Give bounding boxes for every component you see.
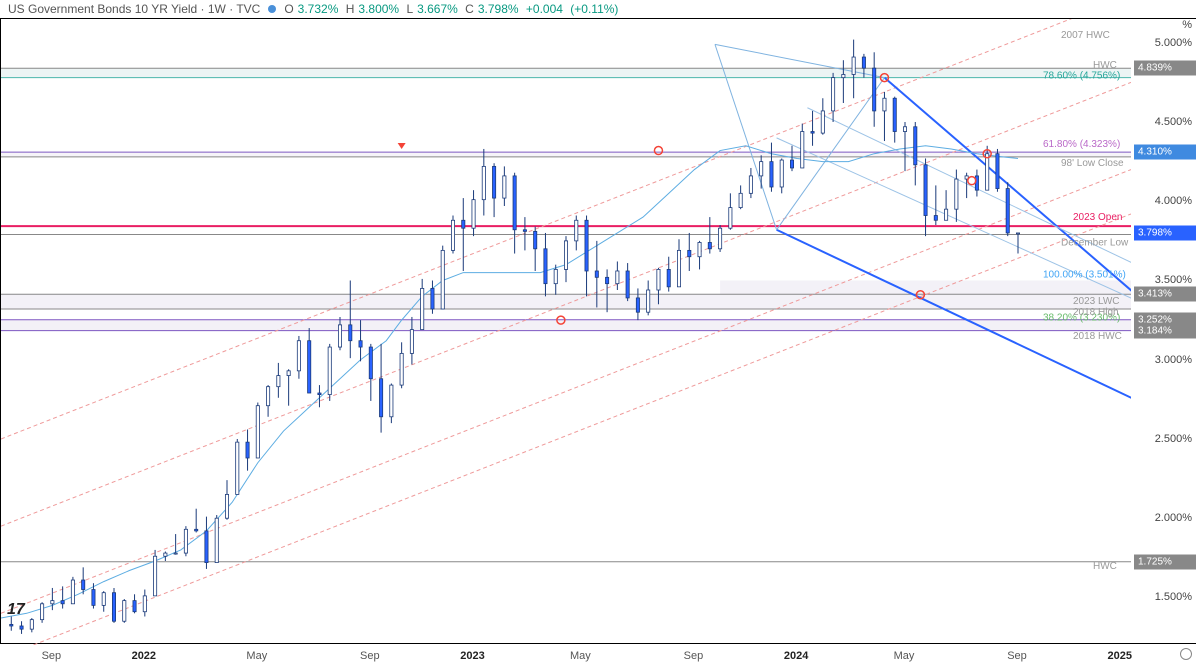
y-tick-label: 4.000% [1155, 195, 1192, 207]
price-tag: 4.310% [1134, 145, 1196, 160]
tradingview-logo-icon[interactable]: 17 [7, 601, 25, 619]
close-value: 3.798% [478, 2, 519, 16]
svg-text:61.80% (4.323%): 61.80% (4.323%) [1043, 139, 1120, 150]
y-tick-label: 1.500% [1155, 591, 1192, 603]
svg-text:78.60% (4.756%): 78.60% (4.756%) [1043, 70, 1120, 81]
x-tick-label: 2025 [1107, 650, 1131, 662]
x-tick-label: 2022 [132, 650, 156, 662]
chart-container: US Government Bonds 10 YR Yield · 1W · T… [0, 0, 1196, 664]
low-value: 3.667% [417, 2, 458, 16]
y-tick-label: 2.500% [1155, 433, 1192, 445]
chart-plot-area[interactable]: 78.60% (4.756%) 61.80% (4.323%) 100.00% (3… [0, 18, 1130, 644]
svg-text:2023 Open: 2023 Open [1073, 212, 1123, 223]
chart-header: US Government Bonds 10 YR Yield · 1W · T… [8, 2, 622, 16]
open-value: 3.732% [298, 2, 339, 16]
price-tag: 3.413% [1134, 287, 1196, 302]
x-tick-label: Sep [360, 650, 380, 662]
chart-svg: 78.60% (4.756%) 61.80% (4.323%) 100.00% (3… [1, 19, 1131, 645]
svg-text:98' Low Close: 98' Low Close [1061, 158, 1124, 169]
y-tick-label: 3.500% [1155, 274, 1192, 286]
open-label: O [284, 2, 293, 16]
x-tick-label: Sep [42, 650, 62, 662]
close-label: C [465, 2, 474, 16]
y-axis[interactable]: % 5.000% 4.500% 4.000% 3.500% 3.000% 2.500% 2.… [1130, 18, 1196, 644]
price-tag: 1.725% [1134, 554, 1196, 569]
change-value: +0.004 [526, 2, 563, 16]
settings-icon[interactable] [1180, 648, 1192, 660]
x-axis[interactable]: Sep 2022 May Sep 2023 May Sep 2024 May Sep 2025 [0, 644, 1130, 664]
x-tick-label: 2024 [784, 650, 808, 662]
x-tick-label: 2023 [460, 650, 484, 662]
y-axis-unit: % [1182, 19, 1192, 31]
svg-text:100.00% (3.501%): 100.00% (3.501%) [1043, 269, 1126, 280]
price-tag: 3.798% [1134, 226, 1196, 241]
y-tick-label: 3.000% [1155, 354, 1192, 366]
x-tick-label: May [246, 650, 267, 662]
svg-text:2023 LWC: 2023 LWC [1073, 296, 1120, 307]
x-tick-label: May [570, 650, 591, 662]
x-tick-label: Sep [1007, 650, 1027, 662]
low-label: L [406, 2, 413, 16]
y-tick-label: 2.000% [1155, 512, 1192, 524]
high-label: H [346, 2, 355, 16]
svg-text:HWC: HWC [1093, 561, 1117, 572]
high-value: 3.800% [358, 2, 399, 16]
x-tick-label: Sep [684, 650, 704, 662]
svg-text:2018 HWC: 2018 HWC [1073, 331, 1122, 342]
svg-text:HWC: HWC [1093, 60, 1117, 71]
svg-text:2018 High: 2018 High [1073, 307, 1119, 318]
ohlc-values: O 3.732% H3.800% L 3.667% C 3.798% +0.004 (… [284, 2, 622, 16]
y-tick-label: 4.500% [1155, 116, 1192, 128]
symbol-title[interactable]: US Government Bonds 10 YR Yield · 1W · T… [8, 2, 260, 16]
change-pct: (+0.11%) [570, 2, 618, 16]
y-tick-label: 5.000% [1155, 37, 1192, 49]
price-tag: 3.184% [1134, 323, 1196, 338]
svg-text:2007 HWC: 2007 HWC [1061, 30, 1110, 41]
x-tick-label: May [894, 650, 915, 662]
status-dot [268, 5, 276, 13]
price-tag: 4.839% [1134, 61, 1196, 76]
svg-text:December Low: December Low [1061, 237, 1129, 248]
